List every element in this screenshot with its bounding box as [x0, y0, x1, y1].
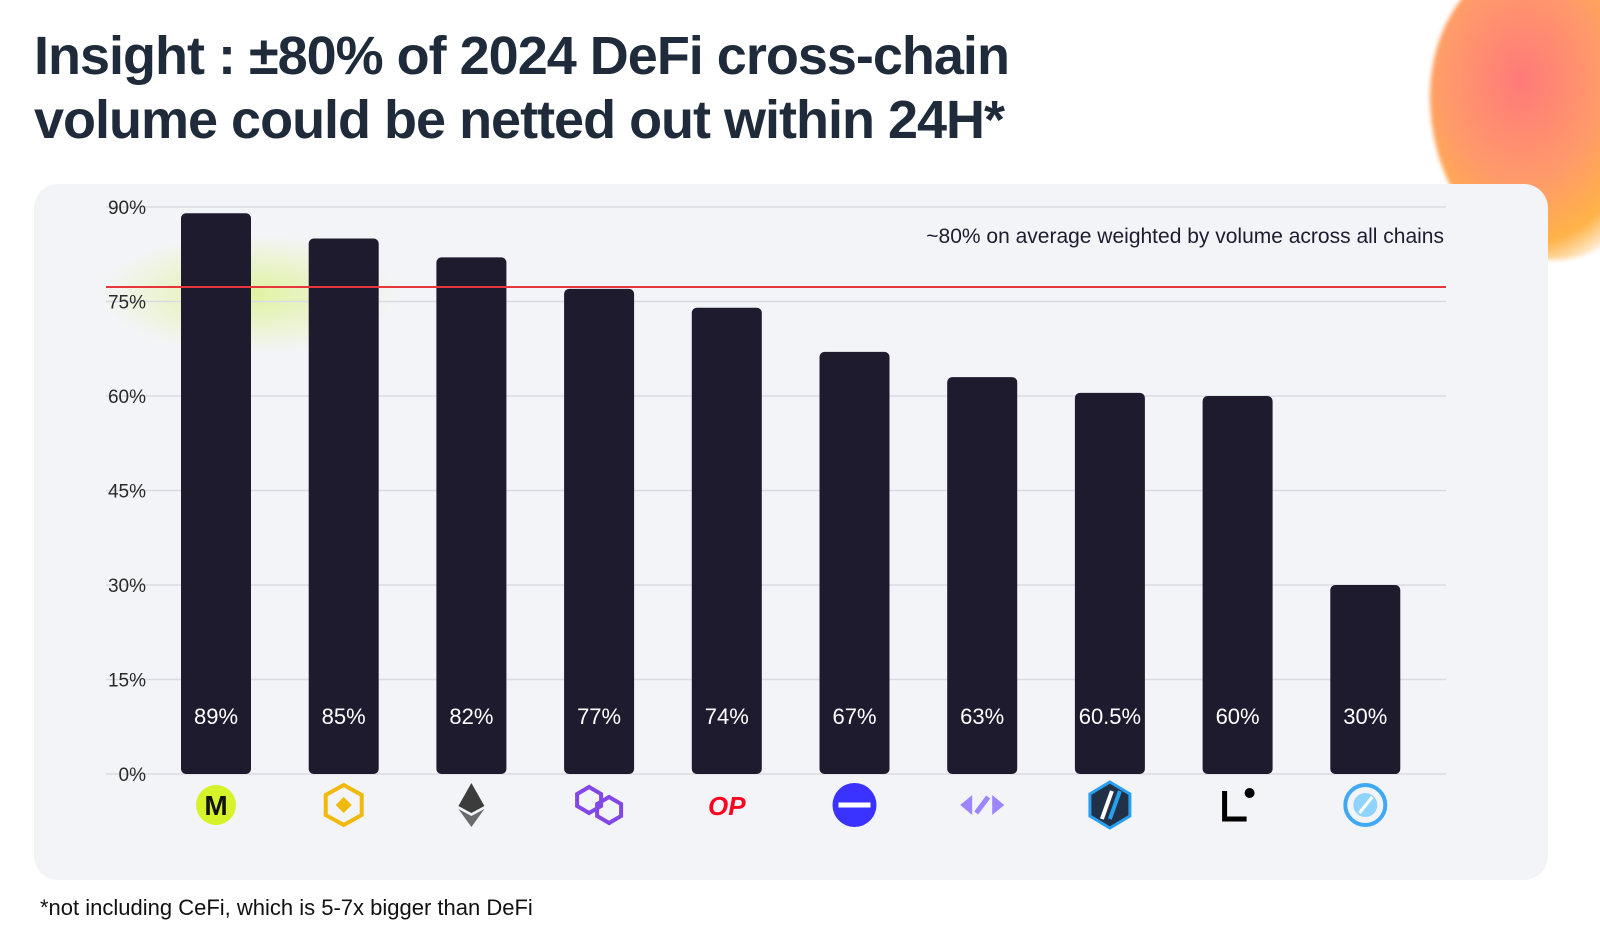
footnote: *not including CeFi, which is 5-7x bigge… [40, 895, 533, 920]
bar [564, 288, 635, 774]
bar [181, 213, 251, 775]
y-tick-label: 75% [108, 293, 146, 314]
chain-leaf-icon [1343, 783, 1388, 827]
ethereum-icon [458, 783, 485, 827]
bar [308, 238, 379, 774]
bar-data-label: 60% [1216, 704, 1260, 729]
bnb-chain-icon [323, 782, 364, 828]
arbitrum-icon [1088, 780, 1132, 830]
y-tick-label: 60% [108, 387, 146, 408]
optimism-icon: OP [708, 791, 746, 821]
title-line-1: Insight : ±80% of 2024 DeFi cross-chain [34, 26, 1010, 86]
bar [819, 351, 890, 774]
page-title: Insight : ±80% of 2024 DeFi cross-chain … [34, 24, 1134, 152]
bar [1202, 396, 1273, 774]
bar [1330, 585, 1401, 774]
y-tick-label: 45% [108, 482, 146, 503]
bar-data-label: 82% [449, 704, 493, 729]
base-icon [832, 783, 877, 827]
chart-card: 0% 15% 30% 45% 60% 75% 90% 89% 85% 82% 77% 74% 67% 63… [34, 184, 1548, 880]
y-tick-label: 90% [108, 198, 146, 219]
bar-data-label: 85% [322, 704, 366, 729]
svg-text:OP: OP [708, 791, 746, 821]
bar [691, 307, 762, 774]
y-tick-label: 15% [108, 671, 146, 692]
reference-line-label: ~80% on average weighted by volume acros… [926, 225, 1444, 248]
bar [947, 377, 1018, 774]
bar-data-label: 89% [194, 704, 238, 729]
bar [1074, 392, 1145, 774]
bar-data-label: 63% [960, 704, 1004, 729]
polygon-icon [575, 784, 624, 826]
y-tick-label: 0% [119, 765, 147, 786]
title-line-2: volume could be netted out within 24H* [34, 90, 1005, 150]
svg-text:M: M [204, 790, 227, 821]
bar-chart: 0% 15% 30% 45% 60% 75% 90% 89% 85% 82% 77% 74% 67% 63… [99, 198, 1446, 830]
linea-icon [1222, 788, 1255, 822]
bar-data-label: 30% [1343, 704, 1387, 729]
mantle-icon: M [196, 785, 236, 825]
bar [436, 257, 507, 774]
bar-data-label: 74% [705, 704, 749, 729]
y-tick-label: 30% [108, 576, 146, 597]
bar-data-label: 60.5% [1079, 704, 1141, 729]
cross-arrows-icon [960, 795, 1005, 815]
bar-data-label: 77% [577, 704, 621, 729]
bar-data-label: 67% [832, 704, 876, 729]
